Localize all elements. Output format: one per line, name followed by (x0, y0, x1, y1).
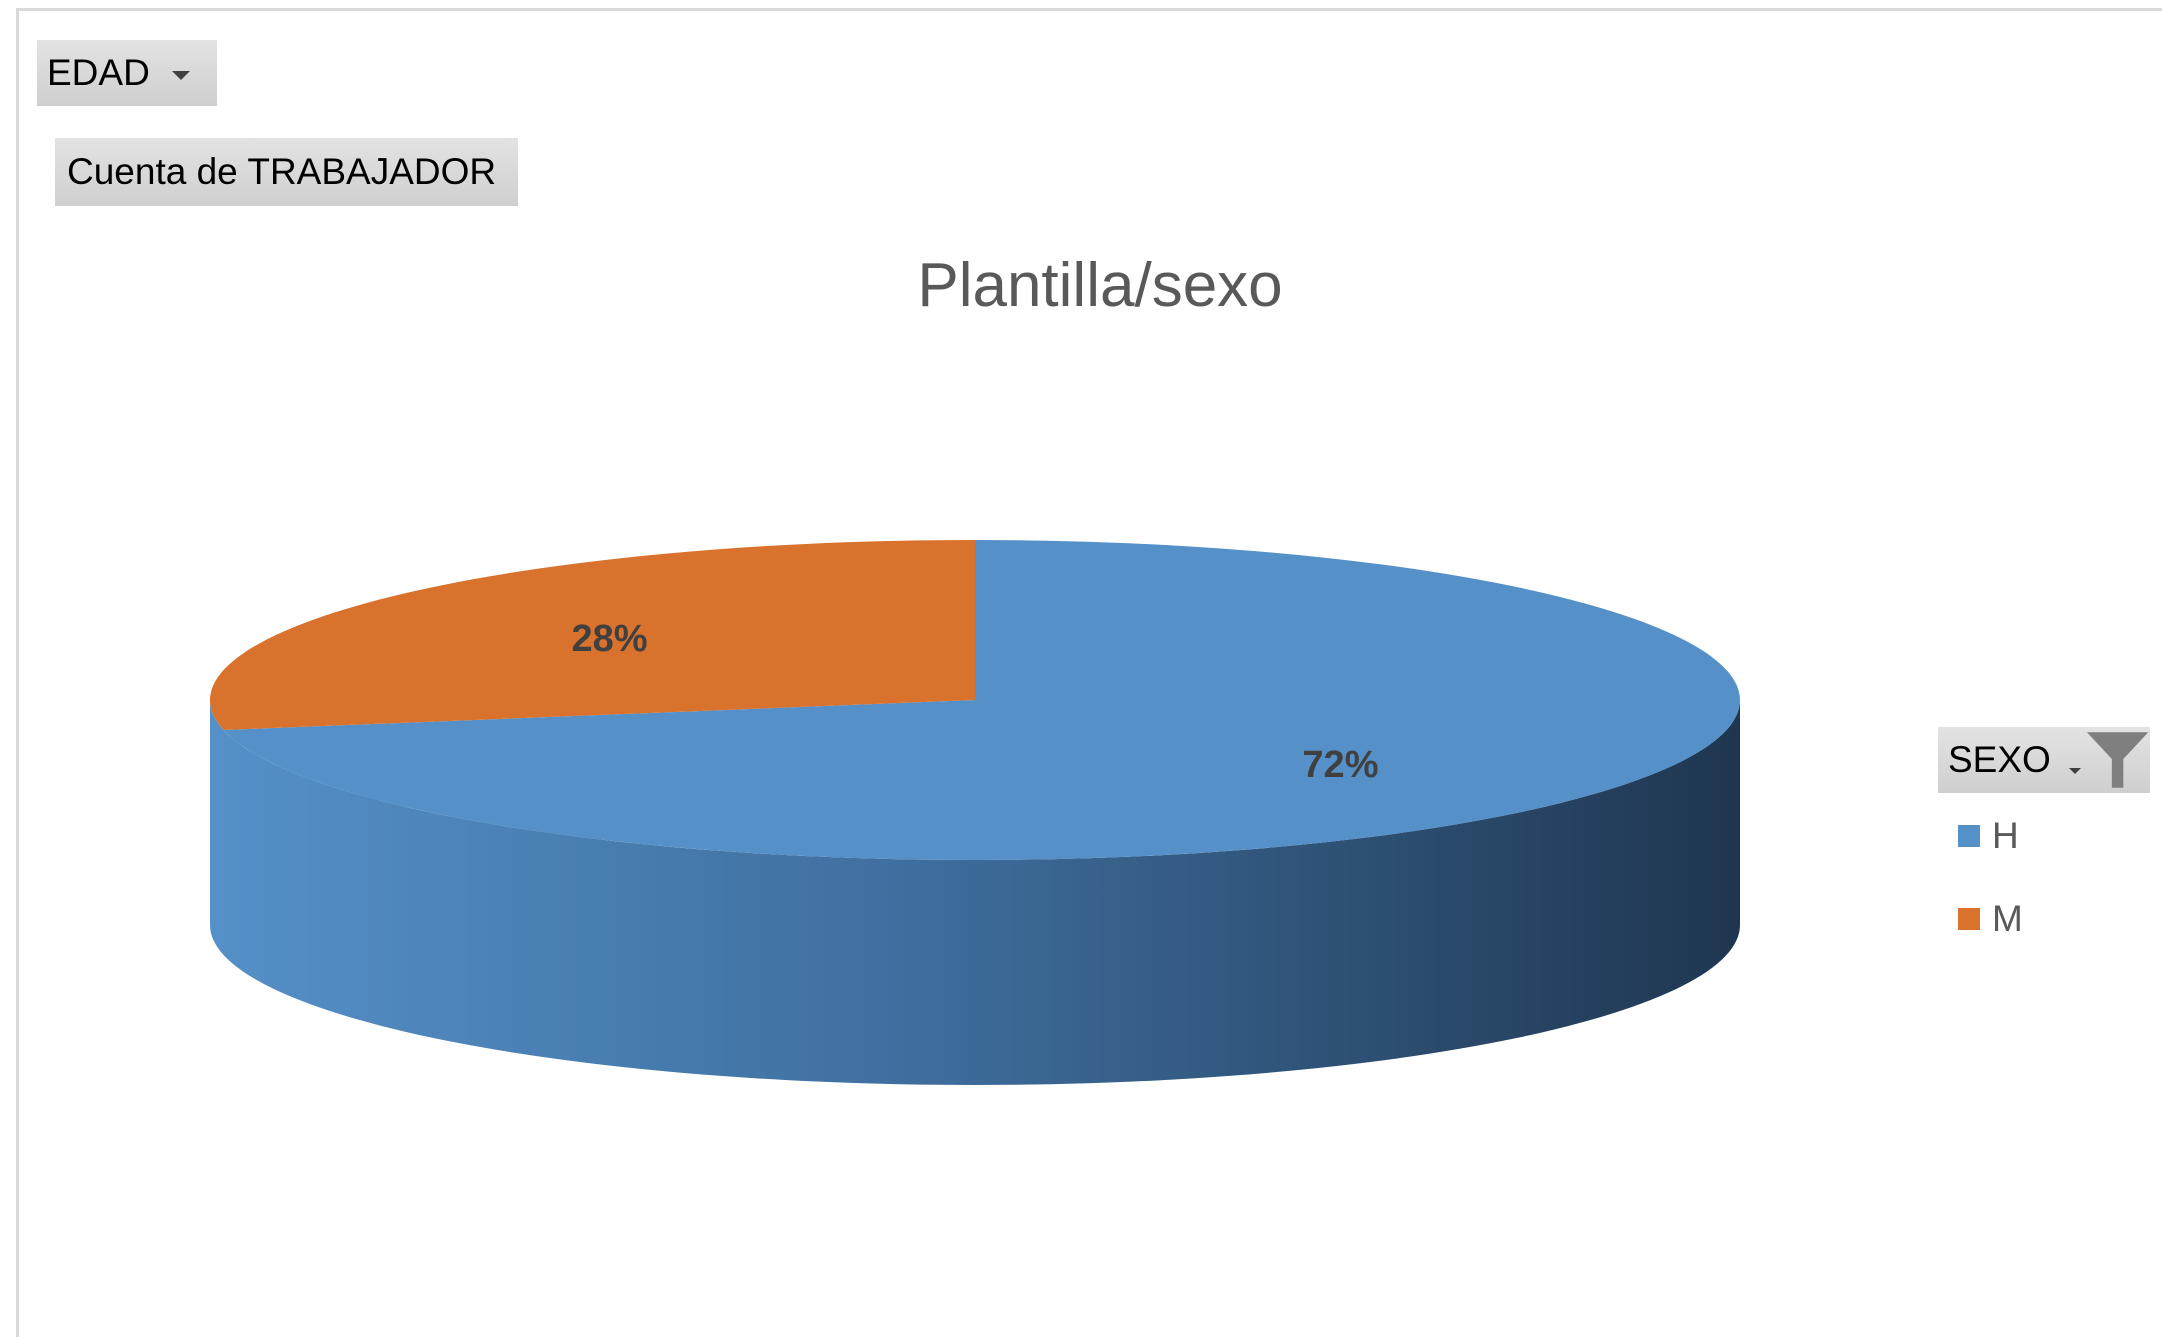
chevron-down-icon[interactable] (2068, 768, 2081, 774)
legend-swatch-h (1958, 825, 1980, 847)
edad-filter-label: EDAD (47, 52, 150, 93)
pie-slice-m[interactable] (209, 540, 975, 730)
sexo-filter-button[interactable]: SEXO (1938, 727, 2150, 793)
legend-swatch-m (1958, 908, 1980, 930)
value-field-label: Cuenta de TRABAJADOR (67, 151, 497, 192)
edad-filter-button[interactable]: EDAD (37, 40, 217, 106)
chevron-down-icon[interactable] (171, 70, 190, 80)
data-label-h: 72% (1302, 744, 1378, 786)
legend-label-h: H (1992, 815, 2019, 856)
pie-side-wall (210, 700, 1740, 1085)
value-field-button[interactable]: Cuenta de TRABAJADOR (55, 138, 518, 206)
chart-title: Plantilla/sexo (917, 251, 1283, 320)
legend-item-m[interactable]: M (1958, 898, 2023, 940)
data-label-m: 28% (572, 618, 648, 660)
legend-item-h[interactable]: H (1958, 815, 2019, 857)
filter-icon[interactable] (2085, 729, 2150, 791)
sexo-filter-label: SEXO (1948, 739, 2051, 780)
legend-label-m: M (1992, 898, 2023, 939)
pie-slice-h[interactable] (223, 540, 1741, 860)
